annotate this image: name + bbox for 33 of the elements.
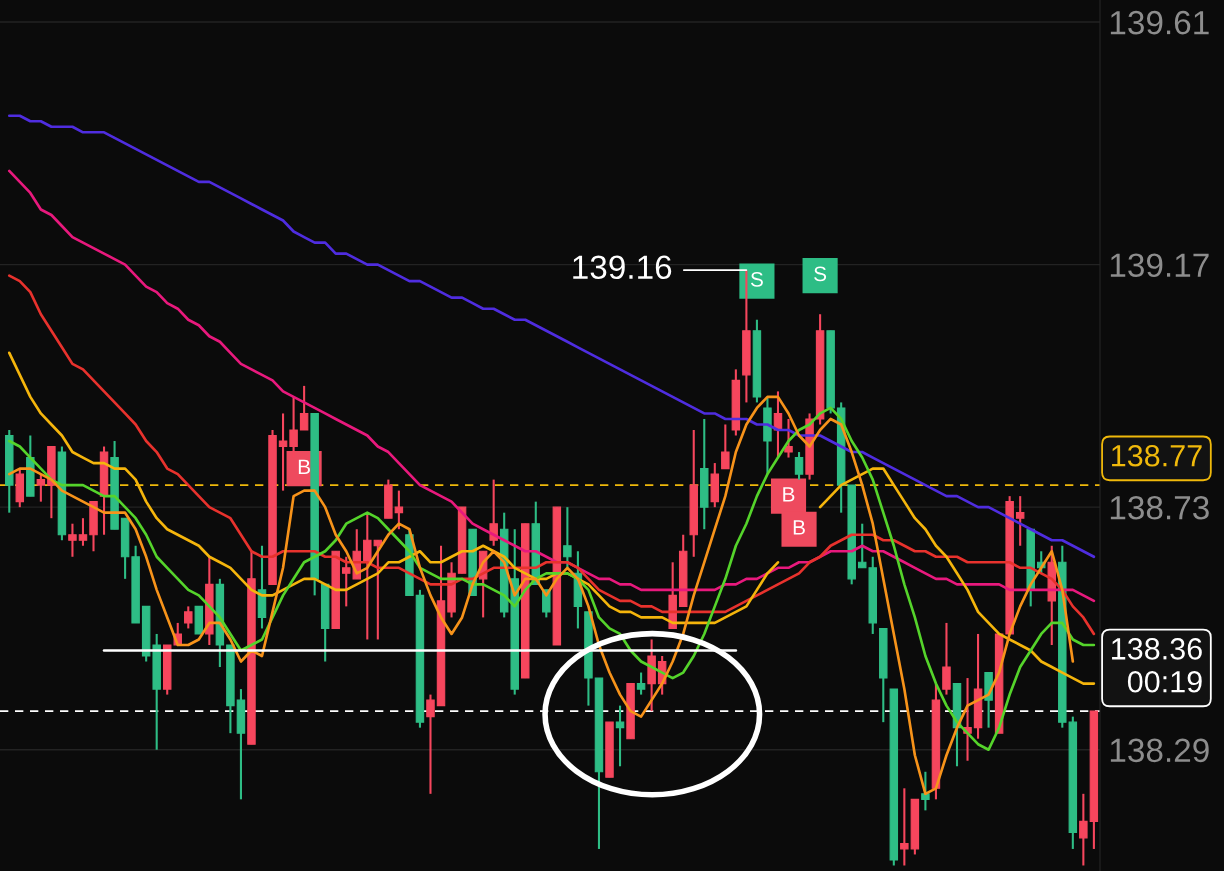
line-series (7, 114, 1096, 559)
data-label: B (298, 459, 310, 474)
candlestick (900, 787, 909, 867)
candlestick (942, 621, 951, 696)
data-label: S (814, 266, 827, 282)
line-series (7, 406, 1096, 752)
ref-line-label: 138.36 00:19 (1112, 638, 1202, 693)
line-series (7, 169, 1096, 603)
candlestick (921, 770, 930, 812)
candlestick (721, 423, 730, 470)
data-label: B (793, 520, 805, 535)
y-tick-label: 139.61 (1110, 10, 1209, 35)
candlestick (784, 417, 793, 459)
candlestick (299, 384, 309, 432)
ref-line-label: 138.77 (1112, 444, 1202, 467)
candlestick (184, 605, 193, 630)
data-label: S (750, 271, 763, 287)
candlestick (563, 506, 572, 569)
candlestick (1079, 792, 1088, 867)
candlestick (78, 517, 88, 547)
candlestick (36, 473, 46, 503)
candlestick (278, 412, 288, 492)
y-tick-label: 139.17 (1110, 253, 1209, 278)
y-tick-label: 138.29 (1110, 738, 1209, 763)
candlestick (1015, 495, 1025, 547)
candlestick (68, 522, 77, 558)
data-label: B (783, 487, 795, 502)
candlestick (794, 451, 804, 481)
candlestick (489, 478, 498, 547)
annotation: 139.16 (573, 255, 672, 280)
candlestick (426, 693, 435, 795)
y-tick-label: 138.73 (1110, 495, 1209, 520)
candlestick (636, 671, 646, 696)
